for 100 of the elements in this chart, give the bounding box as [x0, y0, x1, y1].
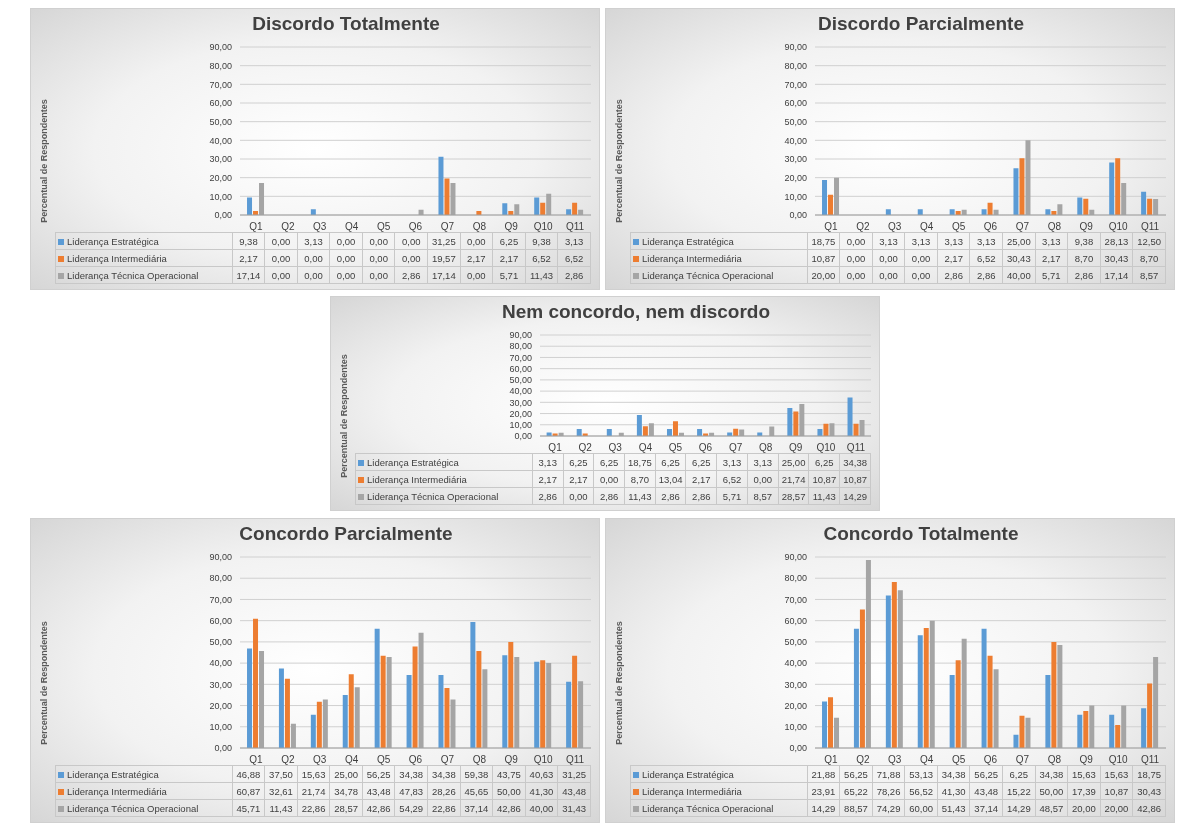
x-tick-label: Q11 — [846, 442, 866, 454]
data-label: 0,00 — [872, 266, 905, 284]
data-label: 28,57 — [778, 487, 809, 505]
data-label: 0,00 — [362, 232, 395, 250]
data-label: 37,14 — [460, 799, 493, 817]
legend-label: Liderança Estratégica — [55, 232, 233, 250]
data-label: 34,38 — [937, 765, 970, 783]
data-label: 56,25 — [362, 765, 395, 783]
data-label: 0,00 — [563, 487, 594, 505]
data-label: 18,75 — [624, 453, 656, 471]
x-tick-label: Q3 — [888, 754, 902, 766]
data-label: 42,86 — [1132, 799, 1166, 817]
bar — [284, 678, 290, 748]
data-label: 40,00 — [1002, 266, 1036, 284]
bar — [1083, 198, 1089, 215]
data-label: 40,00 — [525, 799, 558, 817]
data-label: 3,13 — [297, 232, 330, 250]
data-label: 37,14 — [969, 799, 1003, 817]
data-label: 30,43 — [1100, 249, 1133, 267]
y-axis-title: Percentual de Respondentes — [339, 353, 350, 478]
bar — [885, 595, 891, 748]
y-tick-label: 50,00 — [209, 637, 232, 648]
data-label: 6,25 — [685, 453, 717, 471]
data-label: 43,48 — [362, 782, 395, 800]
y-tick-label: 60,00 — [784, 98, 807, 109]
data-label: 2,86 — [394, 266, 428, 284]
bar — [1077, 197, 1083, 215]
x-tick-label: Q2 — [281, 754, 295, 766]
y-tick-label: 60,00 — [784, 615, 807, 626]
data-label: 22,86 — [427, 799, 461, 817]
y-tick-label: 10,00 — [784, 191, 807, 202]
x-tick-label: Q10 — [533, 221, 554, 233]
y-tick-label: 80,00 — [784, 60, 807, 71]
y-tick-label: 60,00 — [509, 363, 532, 374]
data-label: 5,71 — [1035, 266, 1068, 284]
data-label: 0,00 — [747, 470, 779, 488]
bar — [572, 202, 578, 215]
data-label: 6,25 — [492, 232, 526, 250]
legend-label: Liderança Técnica Operacional — [55, 799, 233, 817]
data-label: 74,29 — [872, 799, 905, 817]
data-label: 28,26 — [427, 782, 461, 800]
data-label: 15,22 — [1002, 782, 1036, 800]
data-label: 0,00 — [394, 232, 428, 250]
data-label: 6,25 — [808, 453, 840, 471]
bar — [438, 675, 444, 748]
y-tick-label: 90,00 — [784, 552, 807, 563]
data-label: 0,00 — [872, 249, 905, 267]
x-tick-label: Q6 — [983, 754, 998, 766]
y-tick-label: 40,00 — [784, 135, 807, 146]
data-label: 9,38 — [525, 232, 558, 250]
data-label: 21,74 — [297, 782, 330, 800]
data-label: 10,87 — [807, 249, 840, 267]
data-label: 3,13 — [557, 232, 591, 250]
y-tick-label: 20,00 — [209, 172, 232, 183]
y-tick-label: 30,00 — [209, 679, 232, 690]
y-tick-label: 90,00 — [209, 42, 232, 53]
bar — [1019, 715, 1025, 748]
data-label: 31,25 — [557, 765, 591, 783]
bar — [1077, 714, 1083, 748]
bar — [891, 581, 897, 748]
data-label: 2,17 — [937, 249, 970, 267]
data-label: 11,43 — [624, 487, 656, 505]
x-tick-label: Q4 — [920, 754, 934, 766]
bar — [348, 674, 354, 748]
data-label: 2,86 — [685, 487, 717, 505]
y-tick-label: 50,00 — [784, 116, 807, 127]
bar — [540, 202, 546, 215]
data-label: 53,13 — [904, 765, 938, 783]
data-label: 0,00 — [297, 266, 330, 284]
data-label: 45,71 — [232, 799, 265, 817]
y-tick-label: 0,00 — [214, 210, 232, 221]
y-tick-label: 60,00 — [209, 615, 232, 626]
data-label: 3,13 — [904, 232, 938, 250]
bar — [917, 635, 923, 748]
bar — [787, 407, 793, 436]
data-label: 0,00 — [329, 249, 363, 267]
bar — [1045, 675, 1051, 748]
legend-label: Liderança Intermediária — [55, 249, 233, 267]
data-label: 10,87 — [839, 470, 871, 488]
chart-title: Concordo Parcialmente — [238, 522, 454, 546]
data-label: 0,00 — [904, 266, 938, 284]
data-label: 2,86 — [969, 266, 1003, 284]
x-tick-label: Q11 — [1140, 754, 1160, 766]
bar — [502, 203, 508, 215]
data-label: 6,25 — [655, 453, 686, 471]
y-tick-label: 50,00 — [209, 116, 232, 127]
x-tick-label: Q9 — [504, 754, 519, 766]
legend-label: Liderança Técnica Operacional — [630, 266, 808, 284]
data-label: 8,70 — [1067, 249, 1101, 267]
bar — [572, 655, 578, 748]
y-tick-label: 40,00 — [209, 658, 232, 669]
x-tick-label: Q8 — [1047, 221, 1062, 233]
bar — [316, 701, 322, 748]
data-label: 50,00 — [1035, 782, 1068, 800]
x-tick-label: Q4 — [920, 221, 934, 233]
data-label: 14,29 — [1002, 799, 1036, 817]
x-tick-label: Q2 — [281, 221, 295, 233]
y-tick-label: 90,00 — [209, 552, 232, 563]
data-label: 0,00 — [839, 232, 873, 250]
y-tick-label: 30,00 — [784, 154, 807, 165]
